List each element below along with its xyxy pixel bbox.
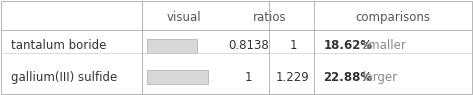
Text: 1.229: 1.229: [276, 70, 310, 84]
Text: 1: 1: [245, 70, 252, 84]
Text: larger: larger: [362, 70, 398, 84]
FancyBboxPatch shape: [147, 39, 197, 53]
Text: comparisons: comparisons: [355, 11, 430, 25]
Text: 1: 1: [289, 39, 297, 52]
Text: tantalum boride: tantalum boride: [11, 39, 106, 52]
Text: visual: visual: [166, 11, 201, 25]
Text: ratios: ratios: [253, 11, 286, 25]
Text: smaller: smaller: [362, 39, 406, 52]
Text: 0.8138: 0.8138: [228, 39, 269, 52]
Text: 22.88%: 22.88%: [324, 70, 373, 84]
Text: 18.62%: 18.62%: [324, 39, 373, 52]
Text: gallium(III) sulfide: gallium(III) sulfide: [11, 70, 117, 84]
FancyBboxPatch shape: [147, 70, 208, 84]
